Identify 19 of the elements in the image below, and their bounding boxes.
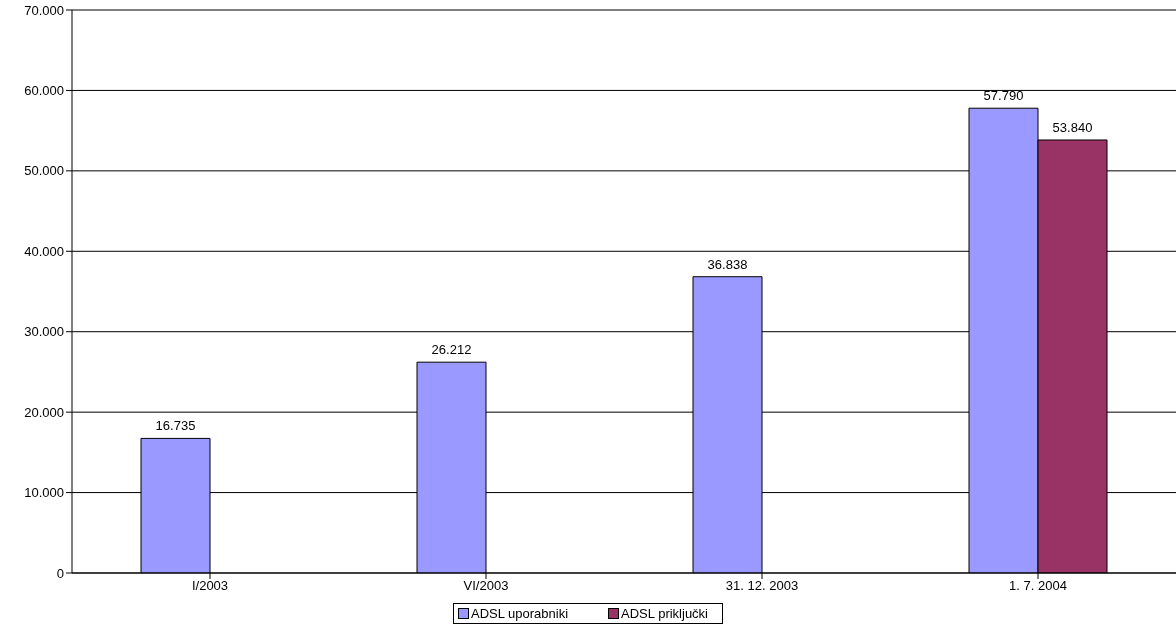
y-tick-label: 50.000 xyxy=(24,163,64,179)
y-tick-label: 60.000 xyxy=(24,83,64,99)
x-tick-label: VI/2003 xyxy=(463,578,509,594)
y-tick-label: 40.000 xyxy=(24,243,64,259)
y-tick-label: 0 xyxy=(56,565,64,581)
data-label: 26.212 xyxy=(431,342,472,358)
data-label: 53.840 xyxy=(1052,119,1093,135)
x-tick-label: 31. 12. 2003 xyxy=(725,578,799,594)
legend-label: ADSL uporabniki xyxy=(470,606,569,621)
y-tick-label: 70.000 xyxy=(24,2,64,18)
x-tick-label: 1. 7. 2004 xyxy=(1009,578,1067,594)
x-tick-label: I/2003 xyxy=(191,578,229,594)
legend-label: ADSL priključki xyxy=(620,606,708,621)
y-tick-label: 10.000 xyxy=(24,485,64,501)
y-tick-label: 30.000 xyxy=(24,324,64,340)
data-label: 36.838 xyxy=(707,256,748,272)
data-label: 57.790 xyxy=(983,88,1024,104)
y-tick-label: 20.000 xyxy=(24,404,64,420)
data-label: 16.735 xyxy=(155,418,196,434)
